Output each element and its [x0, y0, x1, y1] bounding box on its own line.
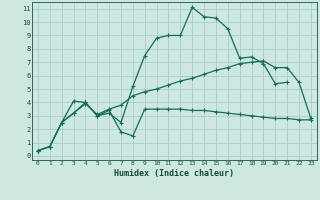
X-axis label: Humidex (Indice chaleur): Humidex (Indice chaleur): [115, 169, 234, 178]
